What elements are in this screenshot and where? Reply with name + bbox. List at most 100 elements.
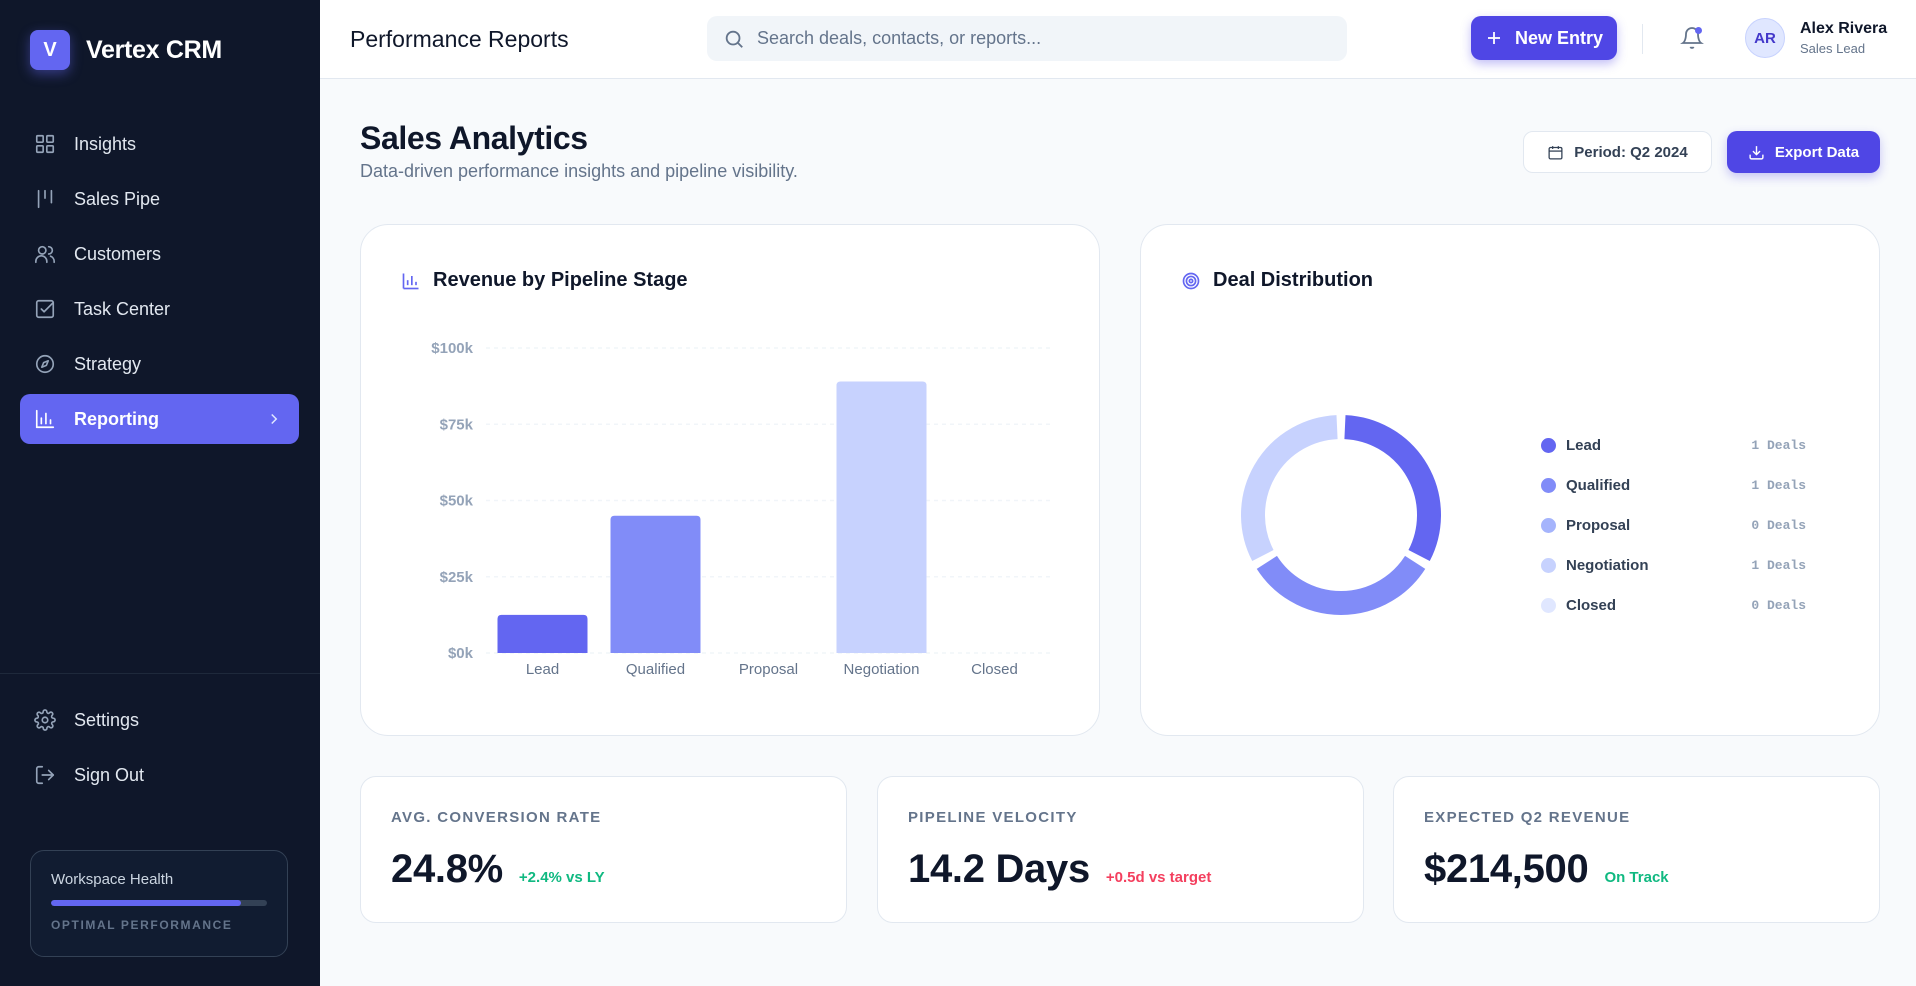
kpi-delta: On Track <box>1604 869 1669 886</box>
legend-item-lead: Lead 1 Deals <box>1541 425 1841 465</box>
legend-count: 1 Deals <box>1751 437 1806 453</box>
users-icon <box>34 243 56 265</box>
sidebar-item-customers[interactable]: Customers <box>20 229 299 279</box>
new-entry-button[interactable]: New Entry <box>1471 16 1617 60</box>
legend-label: Lead <box>1566 436 1602 454</box>
pipeline-icon <box>34 188 56 210</box>
x-category-label: Negotiation <box>844 661 920 678</box>
notification-dot <box>1695 27 1702 34</box>
sidebar-item-reporting[interactable]: Reporting <box>20 394 299 444</box>
donut-legend: Lead 1 Deals Qualified 1 Deals Proposal 0 Dea… <box>1541 425 1841 625</box>
bar-lead <box>497 614 588 653</box>
sidebar-item-label: Task Center <box>74 298 171 319</box>
distribution-card-title-text: Deal Distribution <box>1213 269 1374 291</box>
legend-label: Qualified <box>1566 476 1631 494</box>
sidebar-item-label: Reporting <box>74 408 159 429</box>
legend-dot <box>1541 597 1556 613</box>
kpi-card-velocity: PIPELINE VELOCITY 14.2 Days +0.5d vs targ… <box>877 776 1364 923</box>
sidebar-item-label: Sign Out <box>74 764 145 785</box>
page-title: Performance Reports <box>350 26 569 52</box>
legend-label: Proposal <box>1566 516 1631 534</box>
topbar-divider <box>1642 24 1643 54</box>
grid-icon <box>34 133 56 155</box>
user-name: Alex Rivera <box>1800 20 1888 37</box>
donut-slice-lead <box>1344 415 1441 562</box>
sidebar-item-insights[interactable]: Insights <box>20 119 299 169</box>
y-tick-label: $0k <box>448 645 474 662</box>
legend-count: 0 Deals <box>1751 597 1806 613</box>
revenue-card-title: Revenue by Pipeline Stage <box>401 269 688 292</box>
x-category-label: Lead <box>526 661 559 678</box>
gear-icon <box>34 709 56 731</box>
kpi-value: 14.2 Days <box>908 847 1090 891</box>
sidebar-item-label: Strategy <box>74 353 142 374</box>
deal-donut-chart <box>1241 415 1441 615</box>
y-tick-label: $50k <box>440 493 474 510</box>
health-title: Workspace Health <box>51 871 174 888</box>
sidebar-item-label: Settings <box>74 709 140 730</box>
bar-chart-icon <box>34 408 56 430</box>
sidebar-item-task-center[interactable]: Task Center <box>20 284 299 334</box>
sidebar-item-label: Sales Pipe <box>74 188 161 209</box>
bell-icon <box>1680 27 1704 49</box>
donut-slice-qualified <box>1256 555 1426 615</box>
sidebar-divider <box>0 673 320 674</box>
brand-logo: V <box>30 30 70 70</box>
export-data-button[interactable]: Export Data <box>1727 131 1880 173</box>
health-progress-fill <box>51 900 242 906</box>
notifications-button[interactable] <box>1680 26 1704 50</box>
brand-name: Vertex CRM <box>86 35 222 64</box>
user-role: Sales Lead <box>1800 41 1866 56</box>
kpi-label: AVG. CONVERSION RATE <box>391 809 602 826</box>
x-category-label: Qualified <box>626 661 685 678</box>
legend-item-closed: Closed 0 Deals <box>1541 585 1841 625</box>
legend-label: Negotiation <box>1566 556 1649 574</box>
bar-negotiation <box>836 381 927 653</box>
sidebar-bottom-nav: Settings Sign Out <box>20 695 299 805</box>
sidebar-item-label: Customers <box>74 243 162 264</box>
bar-chart-icon <box>402 273 419 289</box>
kpi-delta: +2.4% vs LY <box>518 869 605 886</box>
search-input[interactable] <box>757 28 1317 49</box>
sidebar-nav: Insights Sales Pipe Customers Task Cente… <box>20 119 299 449</box>
new-entry-label: New Entry <box>1514 27 1604 48</box>
calendar-icon <box>1548 145 1563 160</box>
revenue-bar-chart: $0k $25k $50k $75k $100k Lead Qualified Proposa… <box>431 340 1051 678</box>
avatar[interactable]: AR <box>1745 18 1785 58</box>
sidebar-item-label: Insights <box>74 133 137 154</box>
y-tick-label: $25k <box>440 569 474 586</box>
kpi-value: 24.8% <box>391 847 503 891</box>
sidebar-item-sales-pipe[interactable]: Sales Pipe <box>20 174 299 224</box>
target-icon <box>1182 272 1200 289</box>
distribution-card-title: Deal Distribution <box>1181 269 1373 292</box>
compass-icon <box>34 353 56 375</box>
chevron-right-icon <box>265 410 283 428</box>
section-title: Sales Analytics <box>360 120 588 156</box>
plus-icon <box>1487 32 1500 44</box>
sidebar-item-strategy[interactable]: Strategy <box>20 339 299 389</box>
legend-item-qualified: Qualified 1 Deals <box>1541 465 1841 505</box>
legend-dot <box>1541 557 1556 573</box>
revenue-chart-card: Revenue by Pipeline Stage $0k $25k $50k $75… <box>360 224 1100 736</box>
period-selector-button[interactable]: Period: Q2 2024 <box>1523 131 1712 173</box>
y-tick-label: $100k <box>431 340 473 357</box>
legend-item-proposal: Proposal 0 Deals <box>1541 505 1841 545</box>
search-bar[interactable] <box>707 16 1347 61</box>
kpi-value-row: 24.8% +2.4% vs LY <box>391 847 605 892</box>
download-icon <box>1749 145 1764 160</box>
section-subtitle: Data-driven performance insights and pip… <box>360 161 798 181</box>
legend-dot <box>1541 437 1556 453</box>
logout-icon <box>34 764 56 786</box>
sidebar-item-sign-out[interactable]: Sign Out <box>20 750 299 800</box>
legend-item-negotiation: Negotiation 1 Deals <box>1541 545 1841 585</box>
sidebar-item-settings[interactable]: Settings <box>20 695 299 745</box>
kpi-value-row: 14.2 Days +0.5d vs target <box>908 847 1211 892</box>
health-status: OPTIMAL PERFORMANCE <box>51 918 233 932</box>
legend-count: 1 Deals <box>1751 557 1806 573</box>
legend-label: Closed <box>1566 596 1617 614</box>
donut-slice-negotiation <box>1241 415 1338 562</box>
workspace-health-card: Workspace Health OPTIMAL PERFORMANCE <box>30 850 288 957</box>
kpi-value-row: $214,500 On Track <box>1424 847 1669 892</box>
brand[interactable]: V Vertex CRM <box>30 30 222 70</box>
period-label: Period: Q2 2024 <box>1574 143 1688 161</box>
